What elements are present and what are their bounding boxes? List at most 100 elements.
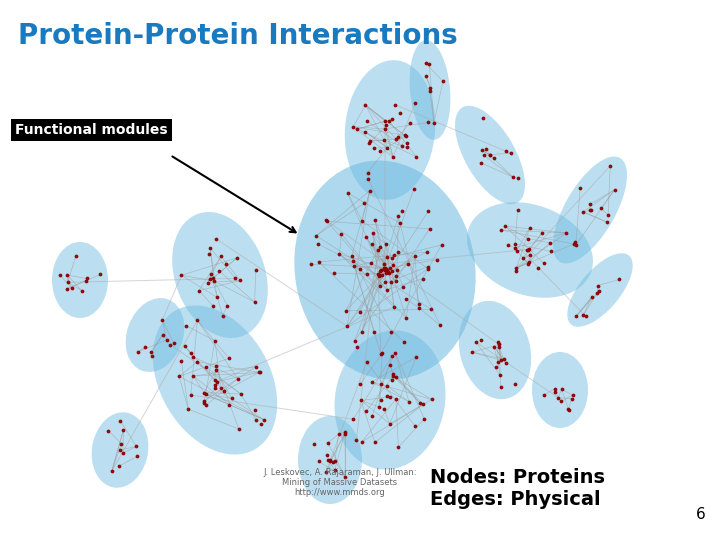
Point <box>379 266 390 274</box>
Point <box>351 435 362 444</box>
Point <box>373 402 384 411</box>
Point <box>423 60 435 69</box>
Point <box>517 254 528 262</box>
Point <box>313 457 325 466</box>
Point <box>605 161 616 170</box>
Point <box>410 99 421 107</box>
Point <box>230 274 241 283</box>
Point <box>378 260 390 268</box>
Point <box>106 467 117 476</box>
Point <box>390 348 401 357</box>
Point <box>392 132 404 141</box>
Point <box>61 285 73 293</box>
Point <box>423 264 434 273</box>
Point <box>379 136 390 145</box>
Point <box>400 314 412 322</box>
Point <box>505 149 516 158</box>
Point <box>374 272 385 280</box>
Point <box>192 357 203 366</box>
Ellipse shape <box>52 242 108 318</box>
Point <box>369 215 381 224</box>
Point <box>420 248 432 256</box>
Point <box>467 348 478 356</box>
Point <box>372 270 384 279</box>
Point <box>512 206 523 215</box>
Point <box>324 456 336 464</box>
Point <box>545 247 557 255</box>
Point <box>210 336 221 345</box>
Point <box>156 316 168 325</box>
Point <box>211 293 222 302</box>
Point <box>235 276 246 285</box>
Point <box>249 298 261 306</box>
Point <box>145 352 157 361</box>
Point <box>258 415 269 424</box>
Point <box>395 219 406 228</box>
Point <box>592 281 603 290</box>
Point <box>328 269 340 278</box>
Point <box>387 370 398 379</box>
Point <box>405 118 416 127</box>
Point <box>312 239 323 248</box>
Point <box>414 399 426 407</box>
Point <box>250 362 261 371</box>
Point <box>378 404 390 413</box>
Point <box>176 356 187 365</box>
Point <box>595 204 607 213</box>
Point <box>584 206 595 214</box>
Point <box>210 366 222 375</box>
Point <box>387 153 399 161</box>
Point <box>374 147 386 156</box>
Point <box>117 426 129 434</box>
Point <box>361 117 373 126</box>
Point <box>374 242 386 251</box>
Point <box>340 306 351 315</box>
Point <box>387 372 399 381</box>
Point <box>381 285 392 294</box>
Point <box>132 348 143 356</box>
Point <box>62 278 73 287</box>
Point <box>423 207 434 215</box>
Point <box>362 168 374 177</box>
Point <box>210 381 221 389</box>
Point <box>560 228 572 237</box>
Point <box>354 308 365 316</box>
Point <box>384 278 396 286</box>
Point <box>348 262 360 271</box>
Point <box>397 282 409 291</box>
Point <box>365 259 377 268</box>
Point <box>383 116 395 125</box>
Text: 6: 6 <box>696 507 706 522</box>
Point <box>601 218 613 226</box>
Point <box>354 265 366 273</box>
Point <box>351 342 363 351</box>
Point <box>475 159 487 167</box>
Point <box>114 446 126 454</box>
Point <box>211 377 222 386</box>
Ellipse shape <box>335 330 446 470</box>
Point <box>495 226 507 234</box>
Point <box>577 208 589 217</box>
Point <box>386 266 397 275</box>
Point <box>428 118 440 127</box>
Point <box>372 246 383 255</box>
Point <box>325 456 336 465</box>
Point <box>523 245 534 254</box>
Point <box>402 259 414 268</box>
Point <box>348 415 359 423</box>
Point <box>410 353 422 362</box>
Point <box>305 260 317 268</box>
Point <box>235 390 247 399</box>
Point <box>250 415 261 424</box>
Point <box>381 382 392 390</box>
Point <box>384 393 396 401</box>
Point <box>224 400 235 409</box>
Point <box>204 249 215 258</box>
Point <box>329 456 341 465</box>
Point <box>423 118 434 127</box>
Ellipse shape <box>553 157 627 264</box>
Point <box>340 473 351 482</box>
Point <box>204 274 216 283</box>
Point <box>210 234 222 243</box>
Point <box>378 264 390 272</box>
